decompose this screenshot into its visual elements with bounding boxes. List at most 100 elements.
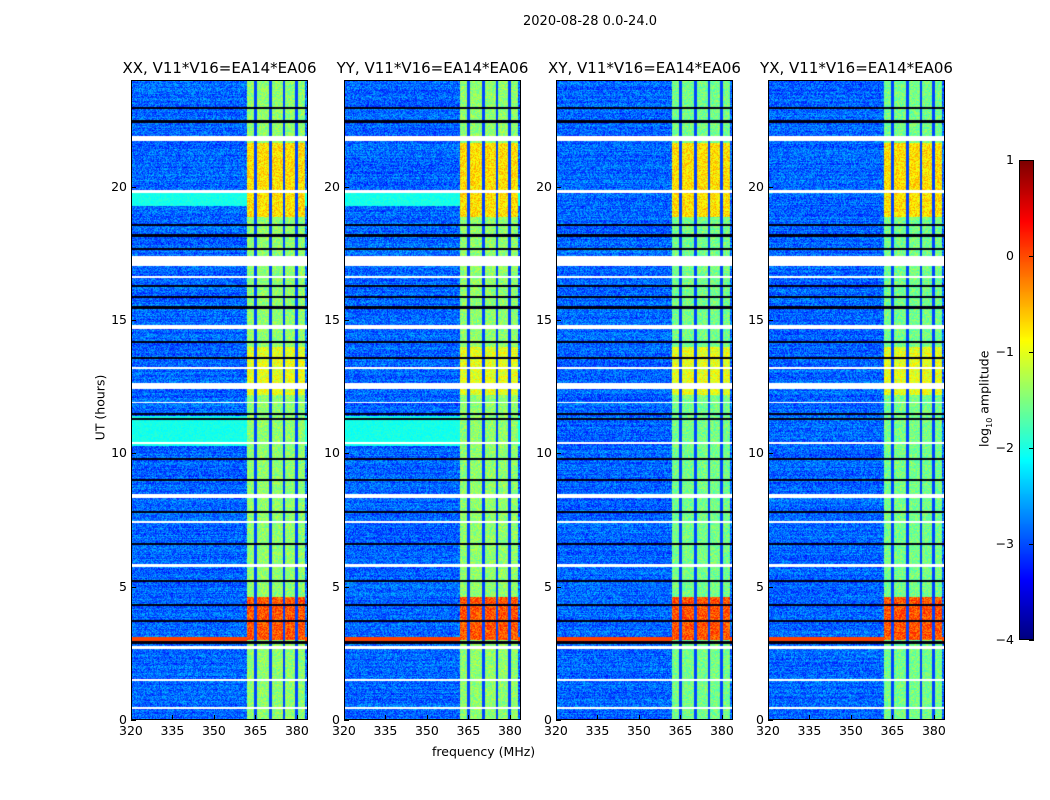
- x-tick-label: 380: [497, 723, 522, 738]
- y-tick-mark: [556, 720, 561, 721]
- y-tick-mark: [768, 320, 773, 321]
- y-tick-label: 5: [544, 578, 552, 594]
- x-tick-label: 380: [709, 723, 734, 738]
- x-tick-mark: [509, 715, 511, 720]
- y-tick-label: 0: [332, 712, 340, 727]
- x-tick-mark: [385, 715, 387, 720]
- heatmap-canvas: [557, 81, 732, 719]
- y-tick-label: 10: [748, 445, 764, 461]
- x-tick-mark: [426, 715, 428, 720]
- y-tick-label: 20: [324, 178, 340, 194]
- y-tick-mark: [344, 320, 349, 321]
- y-tick-mark: [344, 586, 349, 588]
- colorbar-tick-label: 1: [1006, 152, 1014, 167]
- colorbar-tick-mark: [1029, 544, 1034, 545]
- x-tick-mark: [255, 715, 257, 720]
- y-tick-label: 20: [536, 178, 552, 194]
- colorbar-tick-mark: [1029, 256, 1034, 257]
- x-tick-mark: [850, 715, 852, 720]
- x-tick-mark: [131, 715, 132, 720]
- x-tick-mark: [638, 715, 640, 720]
- colorbar-tick-label: −3: [995, 536, 1014, 551]
- x-tick-mark: [344, 715, 345, 720]
- x-tick-mark: [680, 715, 682, 720]
- y-tick-label: 5: [756, 578, 764, 594]
- spectrogram-panel-2: [344, 80, 521, 720]
- x-tick-label: 335: [160, 723, 185, 738]
- x-tick-label: 380: [284, 723, 309, 738]
- spectrogram-panel-3: [556, 80, 733, 720]
- x-tick-label: 335: [373, 723, 398, 738]
- x-tick-label: 350: [414, 723, 439, 738]
- x-tick-label: 365: [243, 723, 268, 738]
- x-tick-mark: [721, 715, 723, 720]
- x-tick-mark: [597, 715, 599, 720]
- y-tick-label: 20: [111, 178, 127, 194]
- x-tick-label: 365: [880, 723, 905, 738]
- y-tick-label: 5: [332, 578, 340, 594]
- x-tick-mark: [296, 715, 298, 720]
- y-tick-mark: [131, 453, 136, 455]
- x-tick-mark: [468, 715, 470, 720]
- colorbar: [1019, 160, 1034, 640]
- y-tick-label: 0: [544, 712, 552, 727]
- y-tick-label: 15: [536, 312, 552, 327]
- x-tick-label: 335: [585, 723, 610, 738]
- y-tick-label: 10: [324, 445, 340, 461]
- y-tick-label: 5: [119, 578, 127, 594]
- y-tick-mark: [768, 186, 773, 188]
- figure-title: 2020-08-28 0.0-24.0: [523, 14, 657, 29]
- colorbar-tick-label: −2: [995, 440, 1014, 455]
- heatmap-canvas: [132, 81, 307, 719]
- x-tick-label: 380: [921, 723, 946, 738]
- heatmap-canvas: [769, 81, 944, 719]
- x-tick-label: 365: [668, 723, 693, 738]
- y-tick-label: 0: [119, 712, 127, 727]
- x-tick-mark: [768, 715, 769, 720]
- y-tick-mark: [556, 586, 561, 588]
- x-tick-mark: [892, 715, 894, 720]
- colorbar-tick-mark: [1029, 352, 1034, 353]
- y-tick-mark: [768, 720, 773, 721]
- x-tick-mark: [556, 715, 557, 720]
- y-tick-label: 10: [111, 445, 127, 461]
- x-tick-label: 335: [797, 723, 822, 738]
- x-tick-label: 320: [332, 723, 356, 738]
- x-tick-label: 320: [544, 723, 568, 738]
- y-tick-mark: [131, 320, 136, 321]
- colorbar-tick-label: 0: [1006, 248, 1014, 263]
- y-tick-label: 0: [756, 712, 764, 727]
- x-tick-label: 350: [201, 723, 226, 738]
- colorbar-tick-mark: [1029, 448, 1034, 449]
- x-tick-mark: [172, 715, 174, 720]
- y-tick-label: 20: [748, 178, 764, 194]
- y-tick-label: 15: [111, 312, 127, 327]
- y-tick-mark: [768, 453, 773, 455]
- y-tick-mark: [131, 586, 136, 588]
- colorbar-label: log10 amplitude: [976, 350, 994, 447]
- y-tick-label: 15: [748, 312, 764, 327]
- y-tick-mark: [344, 186, 349, 188]
- x-axis-label: frequency (MHz): [432, 744, 536, 759]
- y-tick-mark: [556, 186, 561, 188]
- x-tick-label: 320: [756, 723, 780, 738]
- y-tick-mark: [556, 320, 561, 321]
- panel-title: YY, V11*V16=EA14*EA06: [336, 59, 529, 77]
- heatmap-canvas: [345, 81, 520, 719]
- y-tick-mark: [768, 586, 773, 588]
- y-tick-mark: [344, 453, 349, 455]
- colorbar-tick-label: −1: [995, 344, 1014, 359]
- panel-title: YX, V11*V16=EA14*EA06: [760, 59, 953, 77]
- y-tick-mark: [344, 720, 349, 721]
- x-tick-mark: [933, 715, 935, 720]
- x-tick-label: 320: [119, 723, 143, 738]
- panel-title: XY, V11*V16=EA14*EA06: [548, 59, 741, 77]
- x-tick-label: 350: [838, 723, 863, 738]
- colorbar-tick-label: −4: [995, 632, 1014, 647]
- x-tick-mark: [213, 715, 215, 720]
- x-tick-label: 365: [456, 723, 481, 738]
- y-tick-mark: [131, 720, 136, 721]
- spectrogram-panel-4: [768, 80, 945, 720]
- y-tick-label: 10: [536, 445, 552, 461]
- y-tick-label: 15: [324, 312, 340, 327]
